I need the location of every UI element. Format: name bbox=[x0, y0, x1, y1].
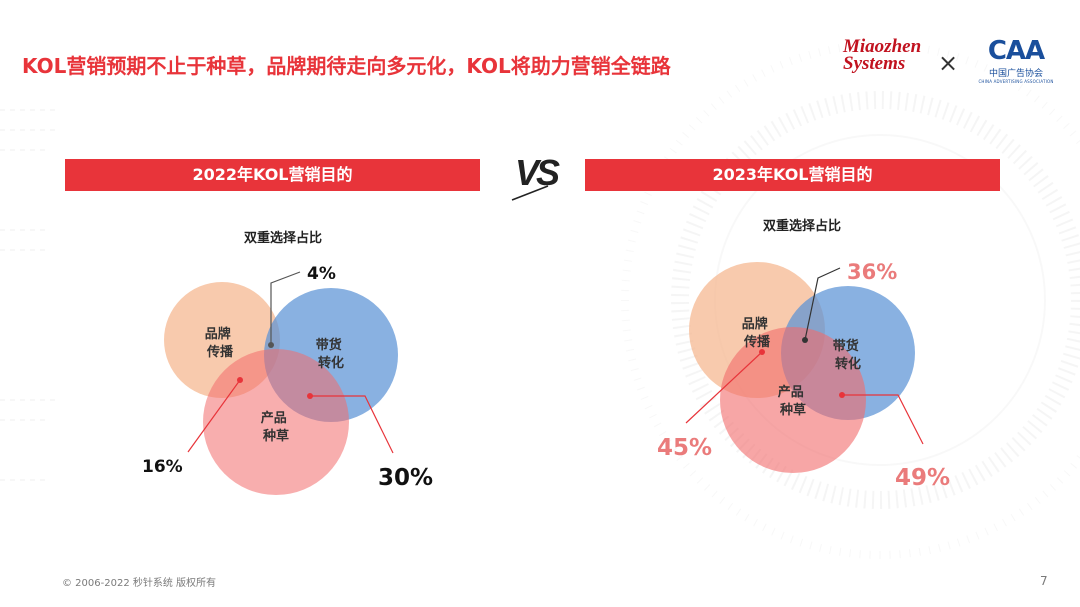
right-product-label: 产品 种草 bbox=[778, 384, 809, 418]
miaozhen-logo-line1: Miaozhen bbox=[843, 36, 922, 57]
left-product-circle bbox=[203, 349, 349, 495]
left-brand-label-line1: 品牌 bbox=[205, 326, 231, 342]
left-sales-product-leader bbox=[310, 395, 394, 454]
times-icon: × bbox=[938, 49, 959, 77]
right-brand-sales-value: 36% bbox=[847, 260, 897, 284]
caa-logo-chinese: 中国广告协会 bbox=[988, 69, 1043, 79]
left-sales-label-line1: 带货 bbox=[316, 337, 342, 353]
caa-logo-english: CHINA ADVERTISING ASSOCIATION bbox=[978, 79, 1054, 84]
right-product-label-line1: 产品 bbox=[778, 384, 804, 400]
left-brand-product-leader bbox=[187, 379, 241, 453]
left-brand-label-line2: 传播 bbox=[206, 344, 234, 360]
right-product-circle bbox=[720, 327, 866, 473]
right-panel-header: 2023年KOL营销目的 bbox=[585, 159, 1000, 191]
right-brand-label-line1: 品牌 bbox=[742, 316, 768, 332]
vs-slash-icon bbox=[511, 185, 549, 201]
left-venn: 品牌 传播 带货 转化 产品 种草 4% 16% 30% bbox=[142, 264, 433, 495]
left-panel-header: 2022年KOL营销目的 bbox=[65, 159, 480, 191]
left-panel-subtitle: 双重选择占比 bbox=[244, 231, 323, 246]
right-product-label-line2: 种草 bbox=[779, 402, 806, 418]
left-brand-sales-leader bbox=[270, 271, 301, 345]
left-product-label-line2: 种草 bbox=[262, 428, 289, 444]
right-brand-label: 品牌 传播 bbox=[742, 316, 773, 350]
slide-title: KOL营销预期不止于种草，品牌期待走向多元化，KOL将助力营销全链路 bbox=[22, 54, 671, 78]
right-panel-subtitle: 双重选择占比 bbox=[763, 219, 842, 234]
left-sales-label: 带货 转化 bbox=[316, 337, 347, 371]
footer-copyright: © 2006-2022 秒针系统 版权所有 bbox=[62, 578, 217, 589]
right-sales-label-line1: 带货 bbox=[833, 338, 859, 354]
decorative-lines-left bbox=[0, 109, 60, 481]
right-brand-label-line2: 传播 bbox=[743, 334, 771, 350]
right-sales-product-value: 49% bbox=[895, 465, 950, 491]
left-brand-sales-value: 4% bbox=[307, 264, 336, 284]
right-brand-product-value: 45% bbox=[657, 435, 712, 461]
caa-logo-letters: CAA bbox=[987, 36, 1045, 66]
miaozhen-logo-line2: Systems bbox=[843, 53, 906, 75]
left-brand-label: 品牌 传播 bbox=[205, 326, 236, 360]
right-venn: 品牌 传播 带货 转化 产品 种草 36% 45% 49% bbox=[657, 260, 950, 491]
right-sales-label-line2: 转化 bbox=[835, 356, 861, 372]
left-sales-product-value: 30% bbox=[378, 465, 433, 491]
left-product-label-line1: 产品 bbox=[261, 410, 287, 426]
left-sales-label-line2: 转化 bbox=[318, 355, 344, 371]
page-number: 7 bbox=[1040, 574, 1048, 588]
right-brand-product-leader bbox=[685, 351, 763, 424]
caa-logo: CAA 中国广告协会 CHINA ADVERTISING ASSOCIATION bbox=[975, 38, 1057, 84]
right-sales-label: 带货 转化 bbox=[833, 338, 864, 372]
right-sales-product-leader bbox=[842, 394, 924, 445]
left-product-label: 产品 种草 bbox=[261, 410, 292, 444]
vs-icon: VS bbox=[515, 152, 560, 193]
miaozhen-logo: Miaozhen Systems bbox=[843, 36, 922, 75]
right-brand-sales-leader bbox=[804, 267, 841, 341]
left-brand-product-value: 16% bbox=[142, 457, 183, 477]
